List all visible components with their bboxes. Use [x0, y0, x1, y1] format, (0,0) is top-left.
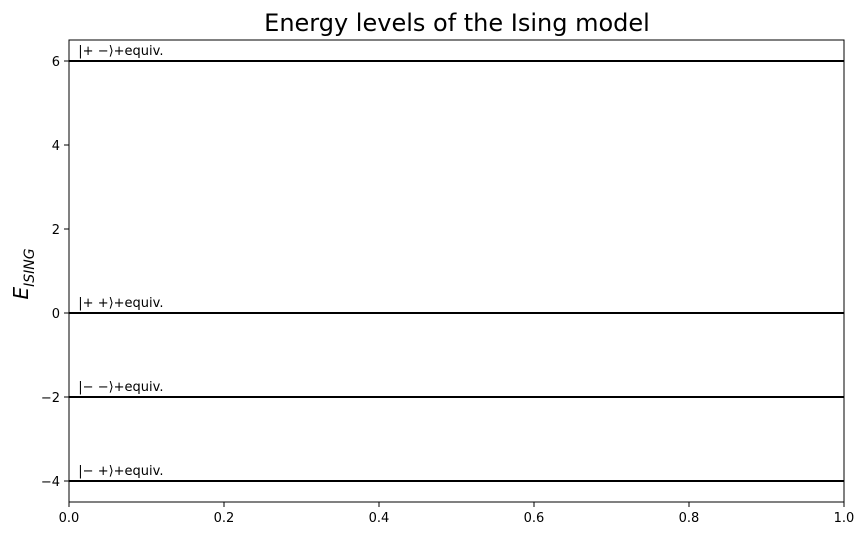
x-tick-label: 0.2	[214, 511, 235, 526]
plot-frame	[68, 39, 845, 503]
y-tick-label: 2	[52, 223, 60, 238]
y-tick-label: 6	[52, 55, 60, 70]
energy-level-label: |+ −⟩+equiv.	[78, 44, 163, 59]
y-tick-label: −4	[41, 475, 60, 490]
x-tick-label: 1.0	[834, 511, 855, 526]
energy-level-label: |− +⟩+equiv.	[78, 464, 163, 479]
x-tick-label: 0.4	[369, 511, 390, 526]
y-axis-label-subscript: ISING	[22, 248, 38, 287]
plot-area: |+ −⟩+equiv. |+ +⟩+equiv. |− −⟩+equiv. |− +…	[41, 39, 855, 526]
chart-title: Energy levels of the Ising model	[264, 9, 650, 37]
y-tick-label: 0	[52, 307, 60, 322]
y-axis-label-main: E	[9, 287, 33, 300]
y-axis-label: EISING	[9, 248, 38, 299]
y-tick-label: 4	[52, 139, 60, 154]
x-tick-label: 0.6	[524, 511, 545, 526]
x-tick-label: 0.8	[679, 511, 700, 526]
energy-level-label: |+ +⟩+equiv.	[78, 296, 163, 311]
x-tick-label: 0.0	[59, 511, 80, 526]
y-tick-label: −2	[41, 391, 60, 406]
energy-level-label: |− −⟩+equiv.	[78, 380, 163, 395]
